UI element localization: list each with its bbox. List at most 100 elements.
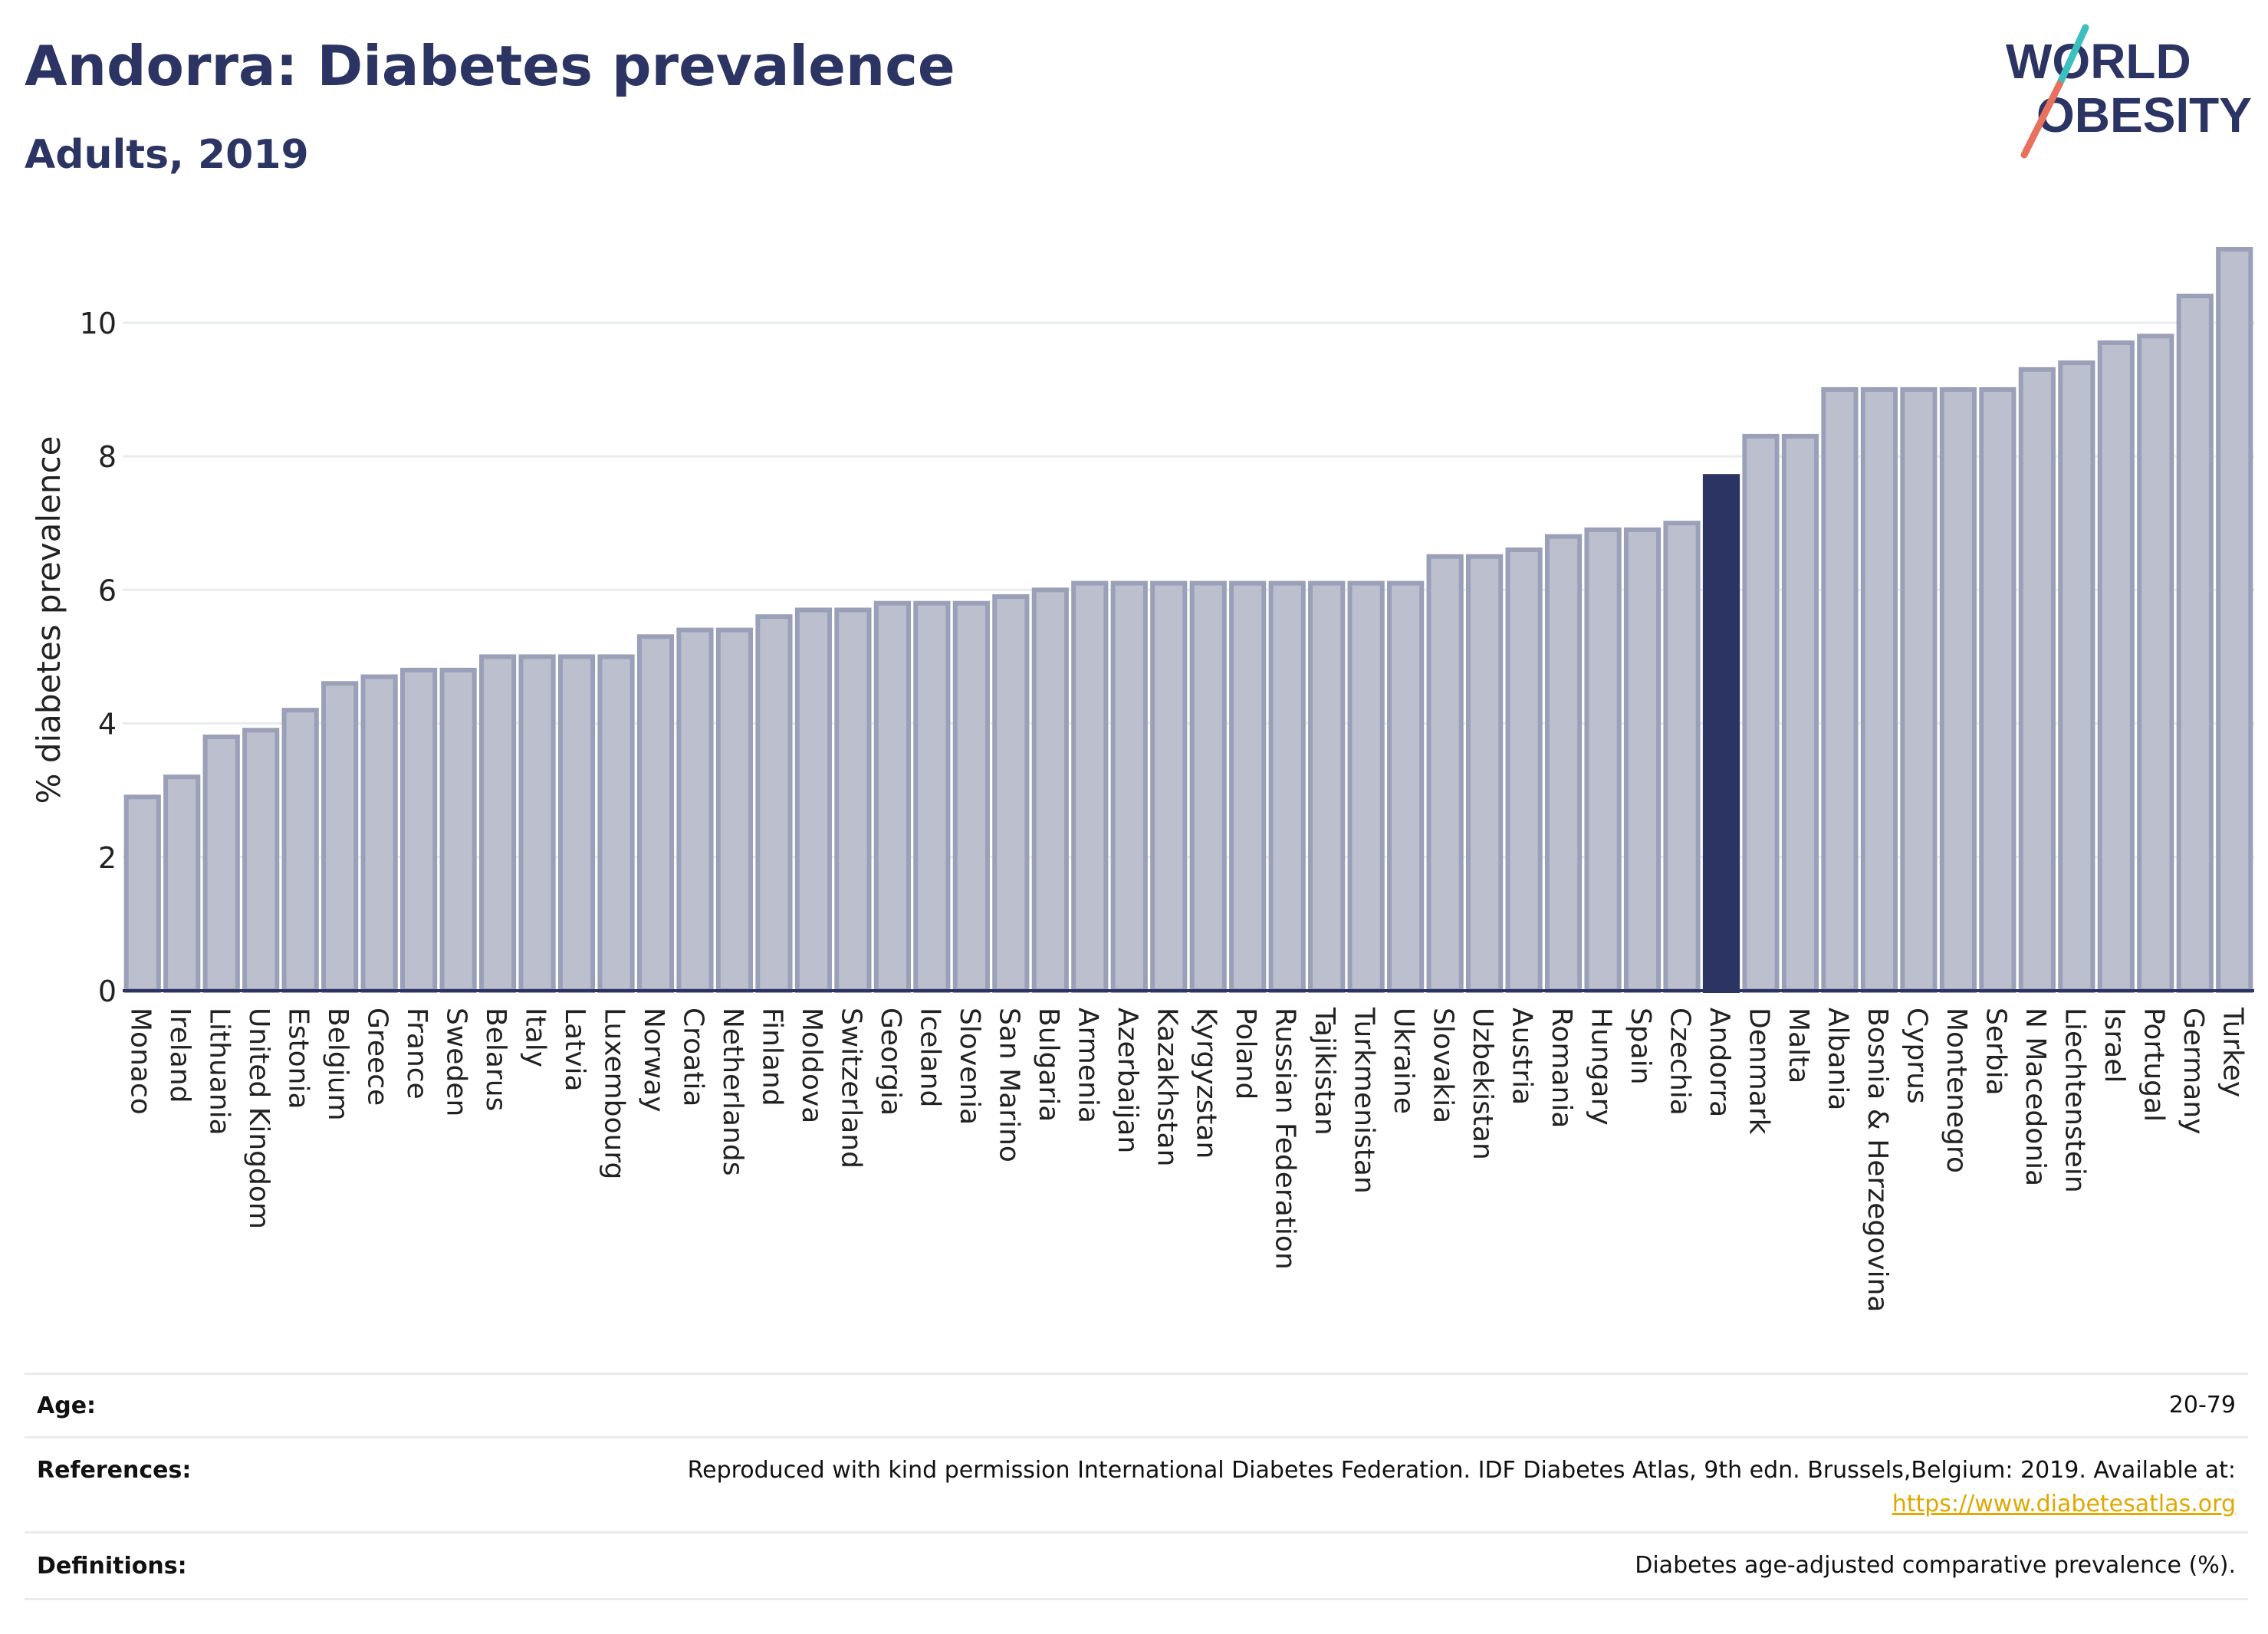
bar-netherlands[interactable] [715, 627, 754, 993]
x-tick-label: Cyprus [1901, 1008, 1932, 1104]
x-tick-label: Portugal [2138, 1008, 2169, 1122]
bar-uzbekistan[interactable] [1466, 554, 1504, 993]
bar-poland[interactable] [1229, 580, 1267, 993]
bar-italy[interactable] [518, 654, 556, 993]
bar-serbia[interactable] [1979, 386, 2017, 994]
bar-hungary[interactable] [1584, 527, 1622, 993]
x-tick-label: Germany [2178, 1008, 2209, 1134]
chart-subtitle: Adults, 2019 [25, 132, 309, 178]
bar-romania[interactable] [1544, 534, 1583, 993]
bar-azerbaijan[interactable] [1110, 580, 1148, 993]
info-row-age: Age: 20-79 [25, 1373, 2248, 1436]
bar-austria[interactable] [1505, 547, 1543, 993]
bar-n-macedonia[interactable] [2018, 367, 2056, 994]
bar-turkmenistan[interactable] [1347, 580, 1385, 993]
x-tick-label: Armenia [1072, 1008, 1103, 1123]
bar-iceland[interactable] [913, 600, 951, 993]
bar-united-kingdom[interactable] [242, 728, 280, 993]
definitions-label: Definitions: [37, 1552, 187, 1580]
x-tick-label: Italy [520, 1008, 551, 1067]
x-tick-label: Lithuania [204, 1008, 235, 1136]
definitions-value: Diabetes age-adjusted comparative preval… [1635, 1552, 2236, 1579]
y-tick-labels: 0 2 4 6 8 10 [80, 307, 117, 1008]
bar-denmark[interactable] [1742, 433, 1780, 993]
bar-lithuania[interactable] [202, 734, 240, 993]
bar-liechtenstein[interactable] [2058, 360, 2095, 993]
x-tick-label: Tajikistan [1309, 1007, 1340, 1136]
bar-slovenia[interactable] [952, 600, 990, 993]
x-tick-label: Andorra [1704, 1008, 1735, 1117]
x-tick-label: Greece [362, 1008, 393, 1106]
bar-belgium[interactable] [321, 681, 359, 994]
bar-sweden[interactable] [439, 667, 477, 993]
bar-kyrgyzstan[interactable] [1189, 580, 1227, 993]
bar-bosnia-herzegovina[interactable] [1860, 386, 1898, 994]
bar-monaco[interactable] [123, 794, 161, 993]
bar-germany[interactable] [2176, 293, 2214, 993]
chart-title: Andorra: Diabetes prevalence [25, 34, 955, 98]
bar-estonia[interactable] [281, 708, 319, 993]
bar-armenia[interactable] [1071, 580, 1109, 993]
bar-andorra[interactable] [1702, 474, 1740, 993]
bar-ukraine[interactable] [1387, 580, 1425, 993]
logo-slash-coral [2020, 81, 2063, 159]
bar-bulgaria[interactable] [1031, 587, 1069, 993]
x-tick-label: Israel [2099, 1008, 2130, 1083]
bar-portugal[interactable] [2137, 334, 2174, 993]
x-tick-label: Spain [1625, 1008, 1656, 1085]
x-tick-labels: Monaco Ireland Lithuania United Kingdom Esto… [125, 1007, 2249, 1312]
x-tick-label: United Kingdom [243, 1008, 274, 1229]
x-tick-label: Kazakhstan [1151, 1008, 1182, 1166]
bar-cyprus[interactable] [1900, 386, 1938, 994]
bar-russian-federation[interactable] [1268, 580, 1306, 993]
logo-word-world: WORLD [2006, 34, 2191, 89]
x-tick-label: Uzbekistan [1467, 1008, 1498, 1160]
bar-moldova[interactable] [794, 607, 833, 993]
references-link[interactable]: https://www.diabetesatlas.org [1892, 1491, 2236, 1517]
bar-san-marino[interactable] [992, 594, 1030, 993]
bar-switzerland[interactable] [834, 607, 872, 993]
x-tick-label: Georgia [875, 1008, 906, 1116]
x-tick-label: Turkey [2217, 1007, 2248, 1097]
bar-croatia[interactable] [676, 627, 714, 993]
x-tick-label: Luxembourg [599, 1008, 630, 1179]
x-tick-label: Romania [1546, 1008, 1577, 1128]
y-tick-label: 0 [98, 975, 117, 1008]
x-tick-label: Turkmenistan [1349, 1007, 1380, 1194]
x-tick-label: Estonia [283, 1008, 314, 1110]
bars [123, 247, 2253, 994]
bar-albania[interactable] [1821, 386, 1859, 994]
bar-malta[interactable] [1781, 433, 1819, 993]
x-tick-label: N Macedonia [2020, 1008, 2051, 1186]
x-tick-label: Latvia [559, 1008, 590, 1092]
x-tick-label: Monaco [125, 1008, 156, 1115]
bar-spain[interactable] [1623, 527, 1662, 993]
bar-slovakia[interactable] [1426, 554, 1464, 993]
bar-montenegro[interactable] [1939, 386, 1977, 994]
bar-ireland[interactable] [163, 774, 201, 993]
bar-france[interactable] [400, 667, 438, 993]
x-tick-label: Belarus [480, 1008, 511, 1111]
x-tick-label: Denmark [1743, 1008, 1774, 1135]
bar-georgia[interactable] [873, 600, 911, 993]
info-table: Age: 20-79 References: Reproduced with k… [25, 1373, 2248, 1600]
y-axis-label: % diabetes prevalence [30, 436, 67, 804]
bar-israel[interactable] [2097, 340, 2135, 993]
bar-kazakhstan[interactable] [1150, 580, 1188, 993]
bar-turkey[interactable] [2216, 247, 2253, 993]
bar-latvia[interactable] [557, 654, 596, 993]
bar-czechia[interactable] [1663, 521, 1701, 993]
x-tick-label: Belgium [322, 1008, 353, 1121]
bar-belarus[interactable] [478, 654, 517, 993]
bar-luxembourg[interactable] [597, 654, 635, 993]
bar-tajikistan[interactable] [1308, 580, 1346, 993]
y-tick-label: 6 [98, 574, 117, 607]
age-value: 20-79 [2168, 1392, 2236, 1419]
x-tick-label: Slovakia [1428, 1008, 1459, 1123]
bar-greece[interactable] [360, 674, 398, 993]
bar-norway[interactable] [636, 634, 675, 994]
x-tick-label: Austria [1507, 1008, 1538, 1105]
x-tick-label: Poland [1230, 1008, 1261, 1100]
x-tick-label: Moldova [796, 1008, 827, 1123]
bar-finland[interactable] [755, 614, 793, 994]
